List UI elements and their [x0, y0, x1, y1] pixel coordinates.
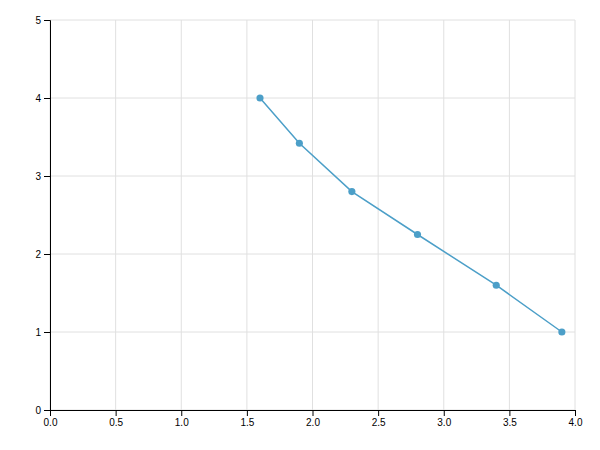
x-grid-line — [115, 20, 116, 410]
x-tick-mark — [575, 410, 576, 416]
x-grid-line — [246, 20, 247, 410]
y-tick-mark — [44, 332, 50, 333]
point — [493, 282, 500, 289]
x-tick-label: 1.0 — [175, 417, 189, 428]
y-tick-mark — [44, 176, 50, 177]
x-tick: 1.5 — [240, 410, 254, 428]
x-tick: 0.0 — [44, 410, 58, 428]
x-tick-label: 1.5 — [240, 417, 254, 428]
x-tick-label: 0.5 — [109, 417, 123, 428]
x-tick-mark — [181, 410, 182, 416]
x-tick: 2.0 — [306, 410, 320, 428]
y-tick-mark — [44, 254, 50, 255]
y-tick-label: 5 — [35, 15, 41, 26]
x-tick: 1.0 — [175, 410, 189, 428]
y-tick-label: 1 — [35, 327, 41, 338]
y-axis-line — [44, 21, 51, 411]
x-tick-label: 0.0 — [44, 417, 58, 428]
y-grid-line — [50, 176, 575, 177]
x-tick: 4.0 — [569, 410, 583, 428]
x-axis: 0.0 0.5 1.0 1.5 2.0 2.5 3.0 3.5 4.0 — [44, 410, 583, 428]
y-tick: 0 — [35, 405, 50, 416]
y-tick: 1 — [35, 327, 50, 338]
y-tick-label: 4 — [35, 93, 41, 104]
x-tick-label: 3.0 — [437, 417, 451, 428]
x-grid-line — [378, 20, 379, 410]
x-tick-mark — [378, 410, 379, 416]
x-tick-mark — [116, 410, 117, 416]
x-tick-mark — [509, 410, 510, 416]
y-tick-mark — [44, 20, 50, 21]
line — [260, 98, 562, 332]
x-grid-line — [575, 20, 576, 410]
x-tick-label: 2.0 — [306, 417, 320, 428]
point — [256, 94, 263, 101]
y-grid-line — [50, 254, 575, 255]
y-tick: 5 — [35, 15, 50, 26]
x-grid-line — [181, 20, 182, 410]
y-grid-line — [50, 332, 575, 333]
point — [348, 188, 355, 195]
plot: 0.0 0.5 1.0 1.5 2.0 2.5 3.0 3.5 4.0 0 1 2 3 4 5 — [35, 15, 582, 428]
x-tick: 3.0 — [437, 410, 451, 428]
y-tick-label: 3 — [35, 171, 41, 182]
y-tick-label: 2 — [35, 249, 41, 260]
x-tick-label: 3.5 — [503, 417, 517, 428]
y-tick: 3 — [35, 171, 50, 182]
series — [256, 94, 565, 335]
y-grid-line — [50, 20, 575, 21]
x-grid-line — [312, 20, 313, 410]
x-tick-label: 4.0 — [569, 417, 583, 428]
grid — [50, 20, 575, 410]
x-tick: 2.5 — [372, 410, 386, 428]
x-tick: 3.5 — [503, 410, 517, 428]
x-tick-mark — [247, 410, 248, 416]
x-axis-line — [51, 411, 576, 417]
x-grid-line — [443, 20, 444, 410]
y-grid-line — [50, 98, 575, 99]
y-tick-mark — [44, 410, 50, 411]
x-tick-label: 2.5 — [372, 417, 386, 428]
x-grid-line — [509, 20, 510, 410]
y-axis: 0 1 2 3 4 5 — [35, 15, 50, 416]
y-tick: 2 — [35, 249, 50, 260]
point — [558, 328, 565, 335]
y-tick: 4 — [35, 93, 50, 104]
x-tick: 0.5 — [109, 410, 123, 428]
x-tick-mark — [313, 410, 314, 416]
x-tick-mark — [444, 410, 445, 416]
chart: 0.0 0.5 1.0 1.5 2.0 2.5 3.0 3.5 4.0 0 1 2 3 4 5 — [0, 0, 600, 450]
y-tick-label: 0 — [35, 405, 41, 416]
y-tick-mark — [44, 98, 50, 99]
point — [296, 140, 303, 147]
point — [414, 231, 421, 238]
